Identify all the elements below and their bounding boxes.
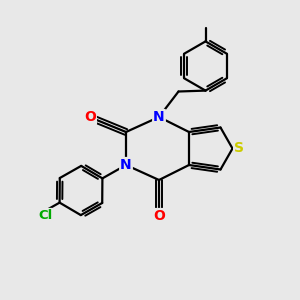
Text: O: O — [153, 209, 165, 223]
Text: O: O — [84, 110, 96, 124]
Text: N: N — [153, 110, 165, 124]
Text: N: N — [120, 158, 132, 172]
Text: S: S — [234, 142, 244, 155]
Text: Cl: Cl — [38, 209, 52, 222]
